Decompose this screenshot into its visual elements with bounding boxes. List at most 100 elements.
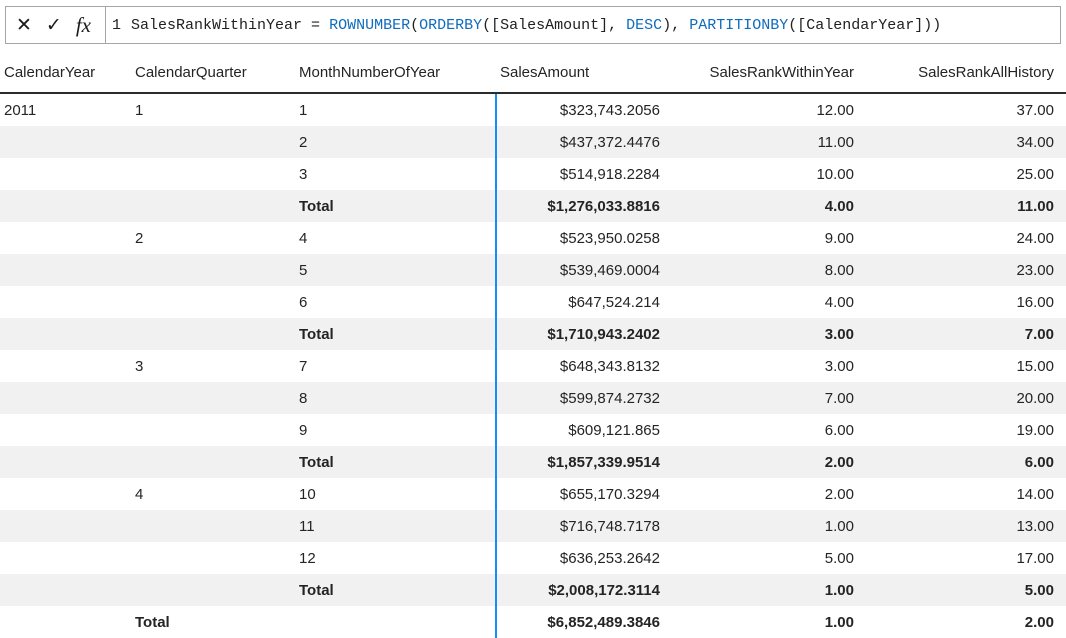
matrix-cell[interactable]: 1.00 [672,574,866,606]
matrix-cell[interactable] [131,190,295,222]
matrix-cell[interactable]: 6.00 [866,446,1066,478]
matrix-cell[interactable]: 8.00 [672,254,866,286]
matrix-cell[interactable]: 4 [135,485,144,503]
matrix-cell[interactable]: $1,710,943.2402 [495,318,672,350]
matrix-cell[interactable]: 1 [135,101,144,119]
matrix-cell[interactable]: 3 [299,165,308,183]
matrix-cell[interactable]: 37.00 [1016,101,1054,119]
matrix-cell[interactable] [131,574,295,606]
column-header-MonthNumberOfYear[interactable]: MonthNumberOfYear [295,53,496,94]
matrix-cell[interactable] [131,286,295,318]
matrix-cell[interactable]: $539,469.0004 [495,254,672,286]
matrix-cell[interactable]: 11.00 [866,190,1066,222]
matrix-cell[interactable]: 11 [295,510,496,542]
matrix-cell[interactable] [0,446,131,478]
matrix-cell[interactable]: 3 [135,357,144,375]
matrix-cell[interactable] [0,350,131,382]
matrix-cell[interactable]: 23.00 [866,254,1066,286]
column-header-SalesAmount[interactable]: SalesAmount [496,53,672,94]
matrix-cell[interactable]: 9.00 [824,229,854,247]
matrix-cell[interactable] [0,606,131,638]
matrix-cell[interactable] [131,318,295,350]
formula-input[interactable]: 1 SalesRankWithinYear = ROWNUMBER(ORDERB… [106,7,1060,43]
column-header-SalesRankWithinYear[interactable]: SalesRankWithinYear [672,53,866,94]
matrix-cell[interactable] [0,222,131,254]
matrix-cell[interactable]: 4.00 [672,190,866,222]
matrix-cell[interactable]: $523,950.0258 [495,222,672,254]
matrix-cell[interactable]: 8 [295,382,496,414]
matrix-cell[interactable]: 1.00 [824,613,854,631]
matrix-cell[interactable] [0,190,131,222]
matrix-cell[interactable]: 14.00 [1016,485,1054,503]
matrix-cell[interactable] [0,254,131,286]
matrix-cell[interactable]: 2011 [4,101,37,119]
matrix-cell[interactable]: 4.00 [824,293,854,311]
matrix-cell[interactable]: Total [295,318,496,350]
matrix-cell[interactable]: 7.00 [866,318,1066,350]
matrix-cell[interactable] [0,542,131,574]
matrix-cell[interactable]: 2.00 [672,446,866,478]
matrix-cell[interactable]: 3.00 [672,318,866,350]
matrix-cell[interactable]: 4 [299,229,308,247]
matrix-cell[interactable] [0,158,131,190]
matrix-cell[interactable]: 9 [299,421,308,439]
matrix-cell[interactable] [0,382,131,414]
matrix-cell[interactable]: $655,170.3294 [495,478,672,510]
column-header-CalendarYear[interactable]: CalendarYear [0,53,131,94]
matrix-cell[interactable]: $2,008,172.3114 [495,574,672,606]
matrix-cell[interactable]: 17.00 [1016,549,1054,567]
matrix-cell[interactable] [0,126,131,158]
matrix-cell[interactable]: 5.00 [866,574,1066,606]
matrix-cell[interactable]: $648,343.8132 [495,350,672,382]
cancel-icon[interactable]: ✕ [16,14,32,36]
matrix-cell[interactable]: 15.00 [1016,357,1054,375]
matrix-cell[interactable]: 12.00 [816,101,854,119]
matrix-cell[interactable] [131,254,295,286]
matrix-cell[interactable]: 2 [295,126,496,158]
matrix-cell[interactable]: Total [295,190,496,222]
matrix-cell[interactable]: 10 [299,485,316,503]
matrix-cell[interactable] [0,286,131,318]
matrix-cell[interactable] [295,606,496,638]
matrix-cell[interactable]: $323,743.2056 [495,93,672,126]
matrix-cell[interactable] [0,478,131,510]
matrix-cell[interactable] [0,318,131,350]
matrix-cell[interactable] [0,510,131,542]
matrix-cell[interactable]: 1.00 [672,510,866,542]
matrix-cell[interactable]: $6,852,489.3846 [495,606,672,638]
matrix-cell[interactable]: $514,918.2284 [495,158,672,190]
matrix-cell[interactable]: 2.00 [1024,613,1054,631]
matrix-cell[interactable] [131,446,295,478]
matrix-cell[interactable] [131,542,295,574]
matrix-cell[interactable]: 12 [299,549,316,567]
matrix-cell[interactable] [0,414,131,446]
matrix-cell[interactable]: 16.00 [1016,293,1054,311]
matrix-cell[interactable] [131,158,295,190]
matrix-cell[interactable]: 34.00 [866,126,1066,158]
matrix-cell[interactable]: $1,857,339.9514 [495,446,672,478]
matrix-cell[interactable]: Total [135,613,170,631]
matrix-cell[interactable]: Total [295,446,496,478]
matrix-cell[interactable] [131,382,295,414]
matrix-cell[interactable]: 20.00 [866,382,1066,414]
matrix-cell[interactable]: 1 [299,101,308,119]
matrix-cell[interactable] [131,510,295,542]
matrix-cell[interactable]: 5.00 [824,549,854,567]
matrix-cell[interactable]: 10.00 [816,165,854,183]
commit-icon[interactable]: ✓ [45,14,62,36]
matrix-cell[interactable]: 19.00 [1016,421,1054,439]
matrix-cell[interactable]: $1,276,033.8816 [495,190,672,222]
matrix-cell[interactable]: 2.00 [824,485,854,503]
matrix-cell[interactable]: Total [295,574,496,606]
matrix-cell[interactable]: 7.00 [672,382,866,414]
matrix-cell[interactable]: $716,748.7178 [495,510,672,542]
column-header-SalesRankAllHistory[interactable]: SalesRankAllHistory [866,53,1066,94]
matrix-cell[interactable]: $647,524.214 [495,286,672,318]
matrix-cell[interactable]: 6 [299,293,308,311]
matrix-cell[interactable]: $437,372.4476 [495,126,672,158]
matrix-cell[interactable]: 24.00 [1016,229,1054,247]
matrix-cell[interactable]: 5 [295,254,496,286]
matrix-cell[interactable]: 6.00 [824,421,854,439]
matrix-cell[interactable]: $599,874.2732 [495,382,672,414]
matrix-cell[interactable]: 3.00 [824,357,854,375]
